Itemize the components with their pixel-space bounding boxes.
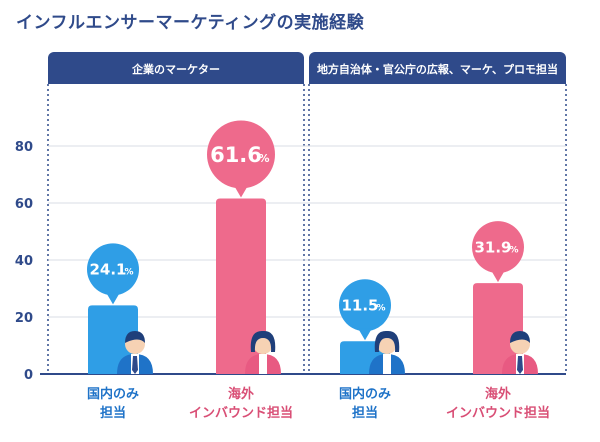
y-tick-label: 60 — [15, 197, 33, 212]
category-label-line2: 担当 — [352, 405, 378, 421]
data-label: 11.5 — [341, 297, 378, 315]
category-label-line1: 国内のみ — [339, 386, 391, 402]
y-tick-label: 20 — [15, 311, 33, 326]
data-label-unit: % — [376, 304, 385, 314]
group-header-label: 地方自治体・官公庁の広報、マーケ、プロモ担当 — [317, 62, 558, 76]
data-label-unit: % — [258, 152, 269, 165]
female-icon — [245, 330, 281, 374]
category-label-line2: 担当 — [100, 405, 126, 421]
category-label-line2: インバウンド担当 — [446, 405, 550, 421]
male-icon — [117, 331, 153, 374]
value-bubble — [207, 120, 275, 189]
chart-title: インフルエンサーマーケティングの実施経験 — [16, 13, 365, 33]
value-bubble — [87, 243, 139, 296]
value-bubble — [472, 221, 524, 274]
category-label-line1: 国内のみ — [87, 386, 139, 402]
data-label: 24.1 — [89, 261, 126, 279]
bar — [473, 283, 523, 374]
category-label-line1: 海外 — [228, 386, 254, 402]
value-bubble-tail — [234, 185, 248, 198]
y-tick-label: 40 — [15, 254, 33, 269]
bar — [216, 198, 266, 374]
data-label-unit: % — [509, 245, 518, 255]
value-bubble-tail — [358, 328, 372, 341]
group-header-bg-bottom — [48, 70, 304, 84]
value-bubble-tail — [106, 292, 120, 305]
y-tick-label: 80 — [15, 140, 33, 155]
y-tick-label: 0 — [24, 368, 33, 383]
category-label-line2: インバウンド担当 — [189, 405, 293, 421]
group-header-label: 企業のマーケター — [131, 62, 220, 76]
group-header-bg-bottom — [309, 70, 566, 84]
data-label: 31.9 — [474, 238, 511, 256]
data-label-unit: % — [124, 268, 133, 278]
category-label-line1: 海外 — [485, 386, 511, 402]
female-icon — [369, 330, 405, 374]
data-label: 61.6 — [210, 143, 262, 167]
male-icon — [502, 331, 538, 374]
value-bubble — [339, 279, 391, 332]
value-bubble-tail — [491, 270, 505, 283]
